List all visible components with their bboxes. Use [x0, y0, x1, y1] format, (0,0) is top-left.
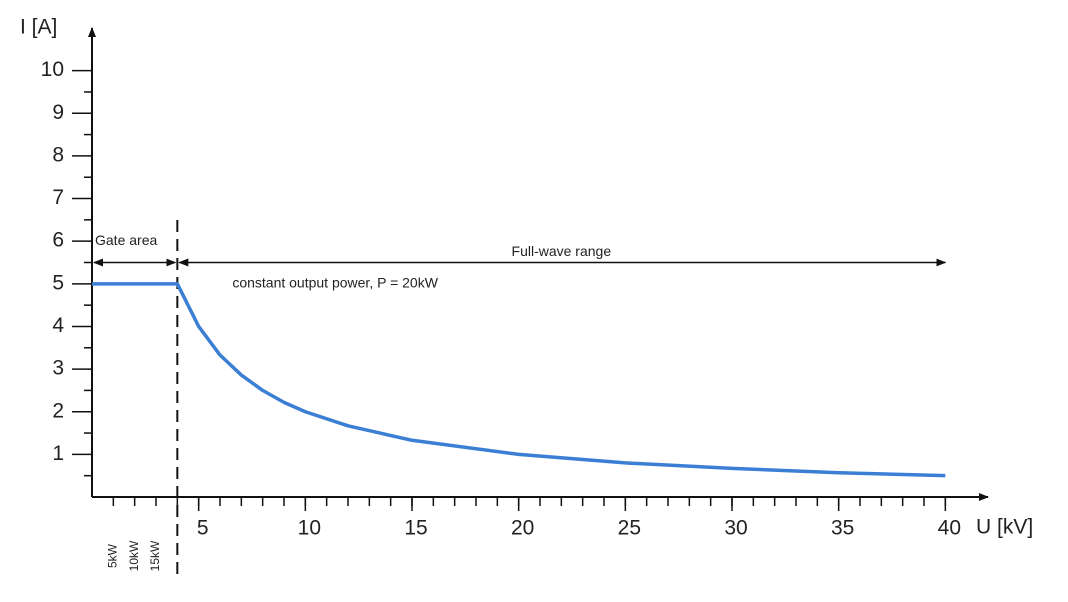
y-tick-label: 9	[52, 101, 64, 124]
range-label: Full-wave range	[512, 243, 612, 259]
series-label: constant output power, P = 20kW	[232, 275, 438, 291]
y-tick-label: 2	[52, 399, 64, 422]
y-tick-label: 10	[41, 58, 64, 81]
y-axis-label: I [A]	[20, 16, 57, 39]
y-tick-label: 6	[52, 229, 64, 252]
y-tick-label: 5	[52, 271, 64, 294]
x-axis-label: U [kV]	[976, 516, 1033, 539]
power-label: 15kW	[148, 540, 162, 571]
power-label: 5kW	[106, 543, 120, 568]
x-tick-label: 40	[938, 517, 961, 540]
power-label: 10kW	[127, 540, 141, 571]
x-tick-label: 15	[404, 517, 427, 540]
x-tick-label: 25	[618, 517, 641, 540]
y-tick-label: 8	[52, 143, 64, 166]
gate-label: Gate area	[95, 232, 157, 248]
x-tick-label: 30	[724, 517, 747, 540]
x-tick-label: 20	[511, 517, 534, 540]
y-tick-label: 3	[52, 357, 64, 380]
y-tick-label: 1	[52, 442, 64, 465]
x-tick-label: 35	[831, 517, 854, 540]
y-tick-label: 4	[52, 314, 64, 337]
x-tick-label: 10	[298, 517, 321, 540]
series-line	[92, 282, 946, 478]
y-tick-label: 7	[52, 186, 64, 209]
x-tick-label: 5	[197, 517, 209, 540]
